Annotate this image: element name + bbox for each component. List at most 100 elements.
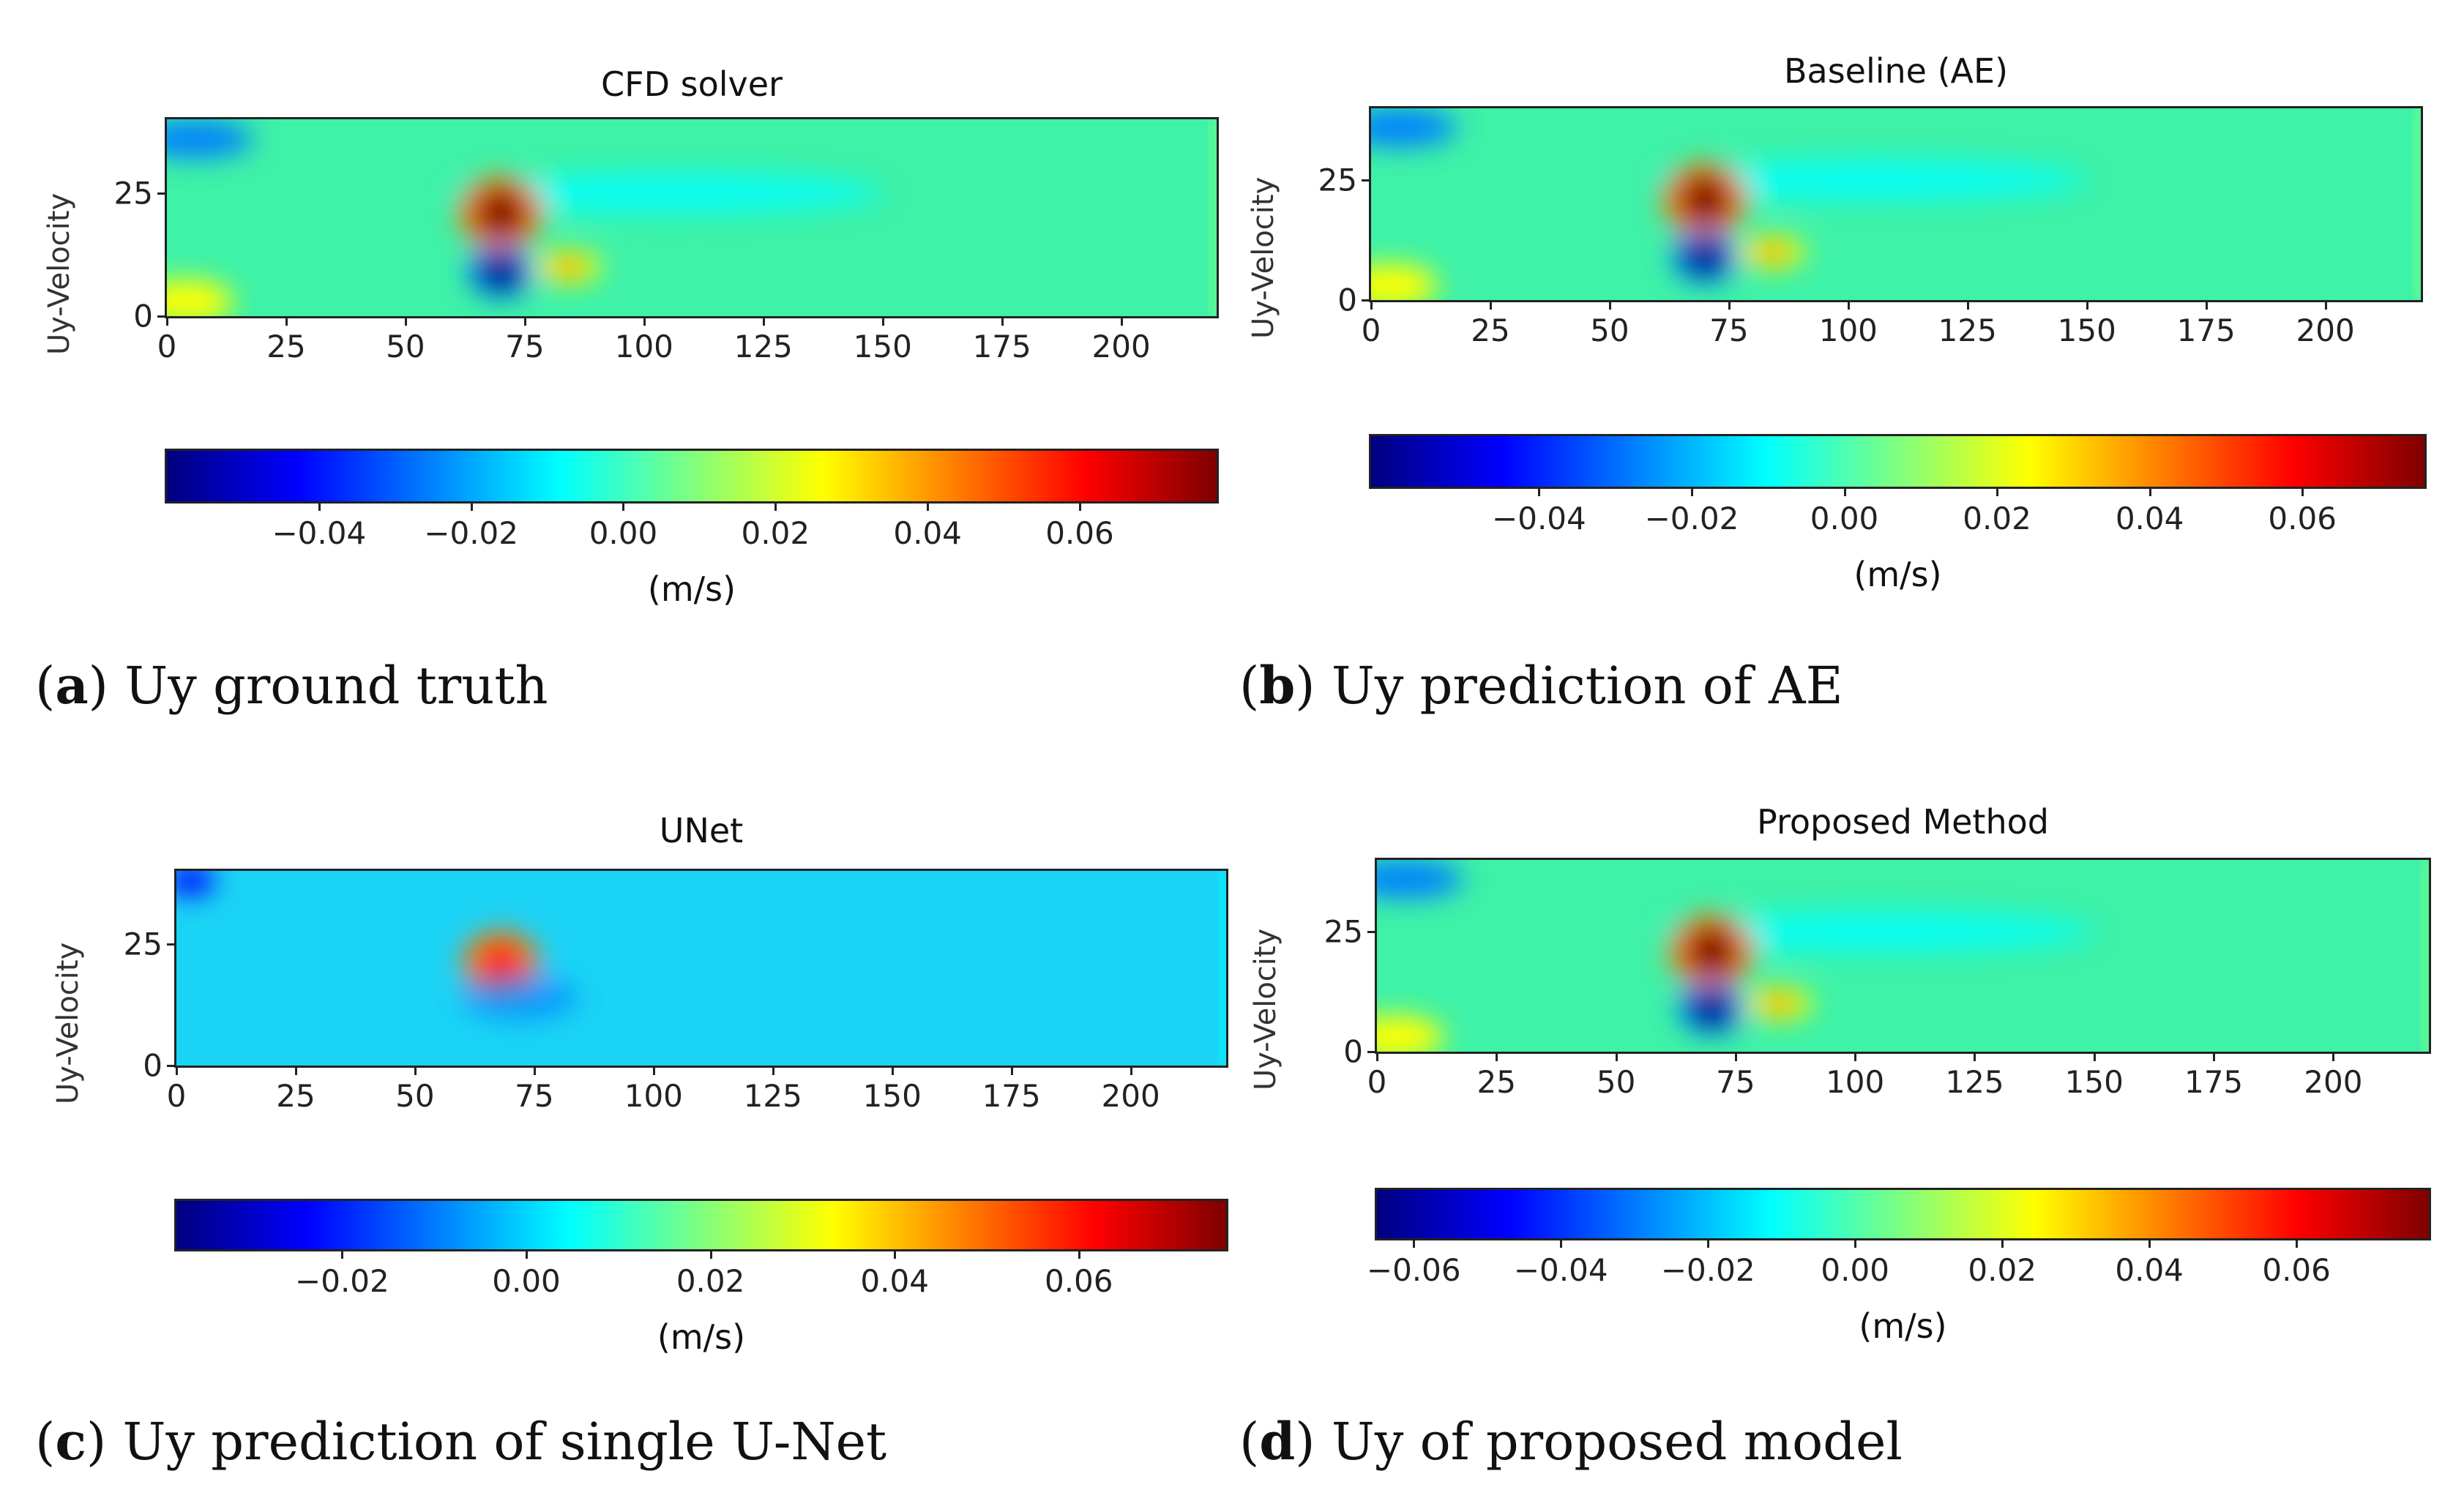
panel-d-xtick-label: 100	[1826, 1064, 1885, 1100]
panel-b-colorbar-tick-mark	[1996, 489, 1999, 496]
panel-c-xtick-mark	[1130, 1068, 1132, 1075]
panel-b-colorbar	[1369, 434, 2427, 489]
panel-b-xtick-mark	[2086, 302, 2088, 310]
panel-b-colorbar-tick-mark	[1843, 489, 1846, 496]
panel-b-colorbar-tick-label: 0.06	[2268, 501, 2337, 536]
panel-c-caption: (c) Uy prediction of single U-Net	[35, 1411, 887, 1472]
panel-d-caption-letter: d	[1259, 1411, 1296, 1472]
panel-d-colorbar-tick-label: −0.06	[1366, 1252, 1461, 1288]
panel-b-ytick-mark	[1362, 179, 1369, 182]
panel-b-ylabel: Uy-Velocity	[1247, 176, 1280, 339]
panel-b-colorbar-tick-mark	[1538, 489, 1541, 496]
panel-a-xtick-mark	[881, 318, 884, 326]
panel-d-ytick-label: 0	[1343, 1033, 1363, 1070]
panel-c-colorbar-tick-mark	[894, 1251, 897, 1259]
panel-b-colorbar-tick-label: −0.04	[1492, 501, 1586, 536]
panel-a-colorbar-tick-label: 0.04	[893, 515, 962, 551]
panel-a-xtick-label: 0	[157, 329, 177, 364]
panel-a-colorbar-tick-label: 0.00	[589, 515, 658, 551]
panel-d-corner-high	[1377, 1015, 1444, 1052]
panel-a-xtick-label: 175	[972, 329, 1031, 364]
panel-b-heatmap	[1369, 106, 2423, 302]
panel-d-wake	[1663, 911, 2094, 953]
panel-c-colorbar-tick-mark	[1078, 1251, 1080, 1259]
panel-a-caption-letter: a	[55, 655, 89, 716]
panel-a-title: CFD solver	[601, 64, 783, 104]
panel-a-colorbar-tick-label: 0.02	[741, 515, 810, 551]
panel-a-xtick-mark	[285, 318, 288, 326]
panel-d-heatmap	[1375, 858, 2431, 1054]
panel-d-ytick-mark	[1367, 1051, 1375, 1053]
panel-c-field-bg	[176, 871, 1226, 1066]
panel-c-xtick-label: 75	[515, 1078, 554, 1114]
panel-d-xtick-label: 50	[1596, 1064, 1636, 1100]
panel-c-xtick-mark	[176, 1068, 178, 1075]
panel-a-field-bg	[167, 119, 1217, 316]
panel-b-xtick-mark	[1847, 302, 1850, 310]
panel-d-xtick-mark	[1496, 1054, 1498, 1061]
panel-b-xtick-mark	[1966, 302, 1969, 310]
panel-d-xtick-label: 75	[1716, 1064, 1755, 1100]
panel-d-xtick-mark	[1376, 1054, 1378, 1061]
panel-b-colorbar-tick-label: 0.02	[1963, 501, 2031, 536]
panel-c-xtick-label: 200	[1101, 1078, 1160, 1114]
panel-a-colorbar-tick-mark	[318, 504, 321, 511]
panel-d-corner-low	[1377, 860, 1463, 899]
panel-a-xtick-mark	[1001, 318, 1004, 326]
panel-a-colorbar	[165, 449, 1219, 504]
panel-b-xtick-mark	[1728, 302, 1731, 310]
panel-b-xtick-label: 125	[1938, 312, 1997, 348]
panel-c-xtick-mark	[414, 1068, 417, 1075]
panel-b-xtick-mark	[1489, 302, 1492, 310]
panel-a-colorbar-tick-label: −0.02	[424, 515, 518, 551]
panel-c-ytick-mark	[167, 1065, 174, 1067]
panel-d-xtick-mark	[1734, 1054, 1737, 1061]
panel-c-caption-letter: c	[55, 1411, 86, 1472]
panel-b-xtick-label: 75	[1709, 312, 1749, 348]
panel-d-ytick-mark	[1367, 931, 1375, 934]
panel-a-lobe-neg	[479, 252, 523, 291]
panel-a-corner-high	[167, 279, 234, 316]
panel-b-xtick-mark	[2324, 302, 2327, 310]
panel-b-xtick-label: 25	[1471, 312, 1510, 348]
panel-c-colorbar-tick-label: 0.00	[492, 1263, 561, 1299]
panel-c-lobe-pos	[479, 943, 523, 984]
panel-d-colorbar	[1375, 1188, 2431, 1240]
panel-b-colorbar-tick-label: −0.02	[1644, 501, 1739, 536]
panel-b-xtick-label: 175	[2176, 312, 2236, 348]
panel-d-field-bg	[1377, 860, 2429, 1052]
panel-b-title: Baseline (AE)	[1783, 51, 2009, 91]
panel-c-noise	[463, 975, 578, 1019]
panel-d-xtick-label: 175	[2184, 1064, 2244, 1100]
panel-d-colorbar-tick-label: 0.02	[1968, 1252, 2036, 1288]
panel-d-colorbar-tick-mark	[2001, 1240, 2004, 1248]
panel-c-ytick-label: 25	[123, 926, 163, 962]
panel-d-ylabel: Uy-Velocity	[1249, 928, 1283, 1090]
panel-c-colorbar	[174, 1199, 1228, 1251]
panel-c-colorbar-label: (m/s)	[657, 1317, 746, 1357]
panel-c-xtick-mark	[891, 1068, 894, 1075]
panel-b-lobe-pos	[1679, 174, 1732, 225]
panel-d-lobe-pos	[1685, 926, 1739, 976]
panel-d-colorbar-tick-label: −0.04	[1513, 1252, 1608, 1288]
panel-a-ytick-mark	[157, 315, 165, 318]
panel-a-edge-strip	[1211, 119, 1217, 316]
panel-d-edge-strip	[2423, 860, 2429, 1052]
panel-c-xtick-mark	[772, 1068, 774, 1075]
panel-b-edge-strip	[2415, 108, 2421, 300]
panel-c-edge-strip	[1220, 871, 1226, 1066]
panel-a-xtick-mark	[404, 318, 407, 326]
panel-b-ytick-label: 0	[1337, 282, 1357, 318]
panel-d-caption-text: Uy of proposed model	[1315, 1412, 1903, 1472]
panel-c-title: UNet	[659, 811, 744, 850]
panel-c-xtick-mark	[294, 1068, 297, 1075]
panel-d-xtick-mark	[1854, 1054, 1857, 1061]
panel-d-colorbar-tick-mark	[1854, 1240, 1857, 1248]
panel-d-colorbar-tick-label: 0.00	[1821, 1252, 1889, 1288]
panel-b-colorbar-tick-label: 0.04	[2115, 501, 2184, 536]
panel-c-ylabel: Uy-Velocity	[51, 942, 85, 1104]
panel-a-xtick-mark	[166, 318, 168, 326]
panel-d-colorbar-tick-label: 0.04	[2115, 1252, 2184, 1288]
panel-a-ylabel: Uy-Velocity	[42, 192, 76, 355]
panel-b-caption: (b) Uy prediction of AE	[1239, 655, 1843, 716]
